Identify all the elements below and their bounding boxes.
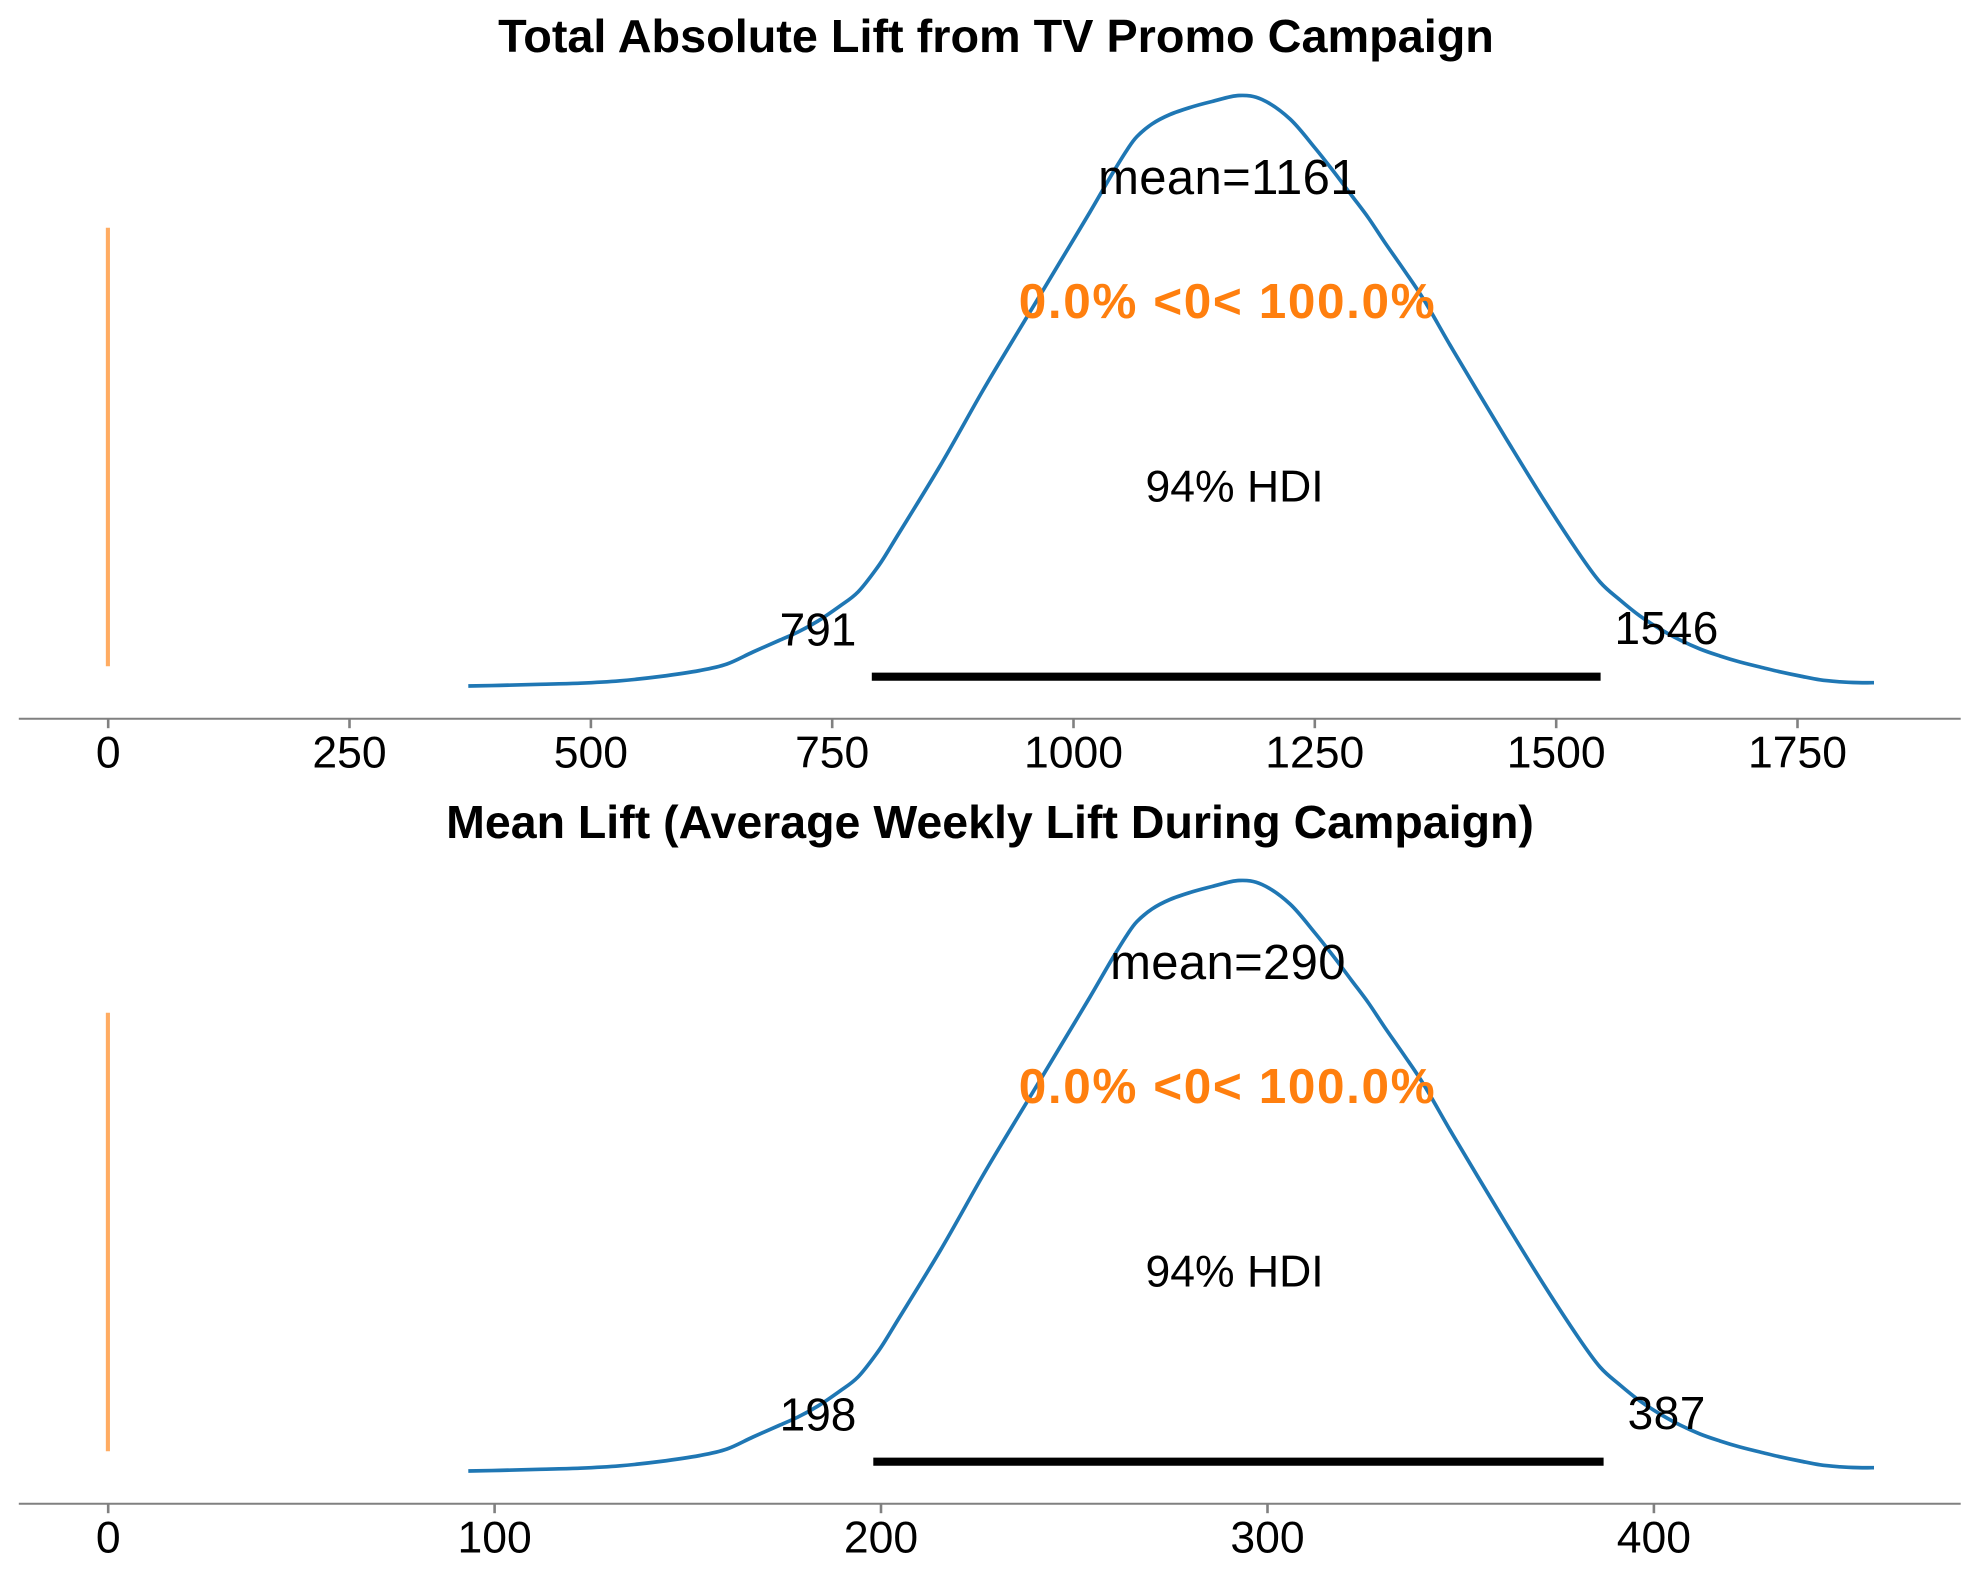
svg-text:0.0% <0< 100.0%: 0.0% <0< 100.0% [1019,1059,1437,1114]
svg-text:791: 791 [780,604,857,656]
svg-text:Mean Lift (Average Weekly Lift: Mean Lift (Average Weekly Lift During Ca… [446,796,1534,848]
svg-text:500: 500 [554,729,628,778]
svg-text:1750: 1750 [1748,729,1847,778]
svg-text:400: 400 [1617,1514,1691,1563]
svg-text:94% HDI: 94% HDI [1146,1248,1324,1297]
svg-text:mean=1161: mean=1161 [1098,151,1358,205]
svg-text:1000: 1000 [1024,729,1123,778]
svg-text:387: 387 [1628,1387,1706,1439]
svg-text:750: 750 [795,729,869,778]
svg-text:0: 0 [96,1514,121,1563]
svg-text:94% HDI: 94% HDI [1146,463,1324,512]
svg-text:250: 250 [312,729,386,778]
svg-text:1546: 1546 [1615,602,1719,654]
svg-text:1500: 1500 [1507,729,1606,778]
svg-text:198: 198 [780,1389,857,1441]
svg-text:0: 0 [96,729,121,778]
svg-text:100: 100 [457,1514,531,1563]
svg-text:mean=290: mean=290 [1110,936,1346,990]
svg-text:200: 200 [844,1514,918,1563]
svg-text:300: 300 [1230,1514,1304,1563]
svg-text:Total Absolute Lift from TV Pr: Total Absolute Lift from TV Promo Campai… [498,10,1494,62]
svg-text:0.0% <0< 100.0%: 0.0% <0< 100.0% [1019,274,1437,329]
svg-text:1250: 1250 [1265,729,1364,778]
